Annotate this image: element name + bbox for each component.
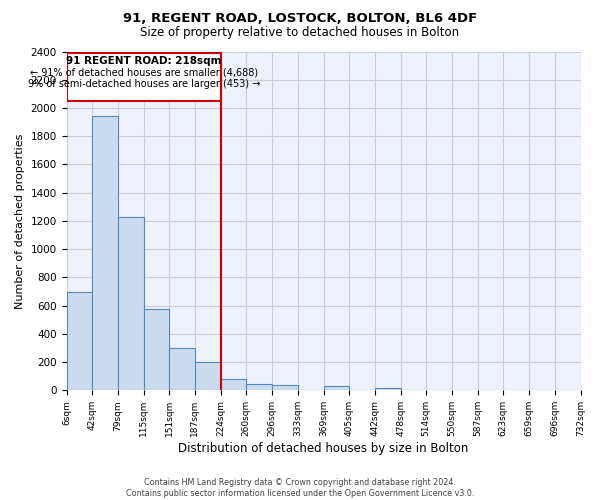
Bar — [272, 386, 298, 390]
Bar — [67, 292, 92, 390]
Bar — [67, 53, 221, 101]
Text: 91, REGENT ROAD, LOSTOCK, BOLTON, BL6 4DF: 91, REGENT ROAD, LOSTOCK, BOLTON, BL6 4D… — [123, 12, 477, 26]
Y-axis label: Number of detached properties: Number of detached properties — [15, 133, 25, 308]
Text: ← 91% of detached houses are smaller (4,688): ← 91% of detached houses are smaller (4,… — [29, 68, 258, 78]
Text: 91 REGENT ROAD: 218sqm: 91 REGENT ROAD: 218sqm — [66, 56, 221, 66]
Bar — [92, 116, 118, 390]
Bar — [194, 362, 221, 390]
Text: 9% of semi-detached houses are larger (453) →: 9% of semi-detached houses are larger (4… — [28, 79, 260, 89]
Bar — [118, 216, 143, 390]
Bar — [247, 384, 272, 390]
Text: Contains HM Land Registry data © Crown copyright and database right 2024.
Contai: Contains HM Land Registry data © Crown c… — [126, 478, 474, 498]
Text: Size of property relative to detached houses in Bolton: Size of property relative to detached ho… — [140, 26, 460, 39]
Bar — [143, 309, 169, 390]
Bar — [221, 379, 247, 390]
Bar — [323, 386, 349, 390]
X-axis label: Distribution of detached houses by size in Bolton: Distribution of detached houses by size … — [178, 442, 469, 455]
Bar — [169, 348, 194, 391]
Bar — [375, 388, 401, 390]
